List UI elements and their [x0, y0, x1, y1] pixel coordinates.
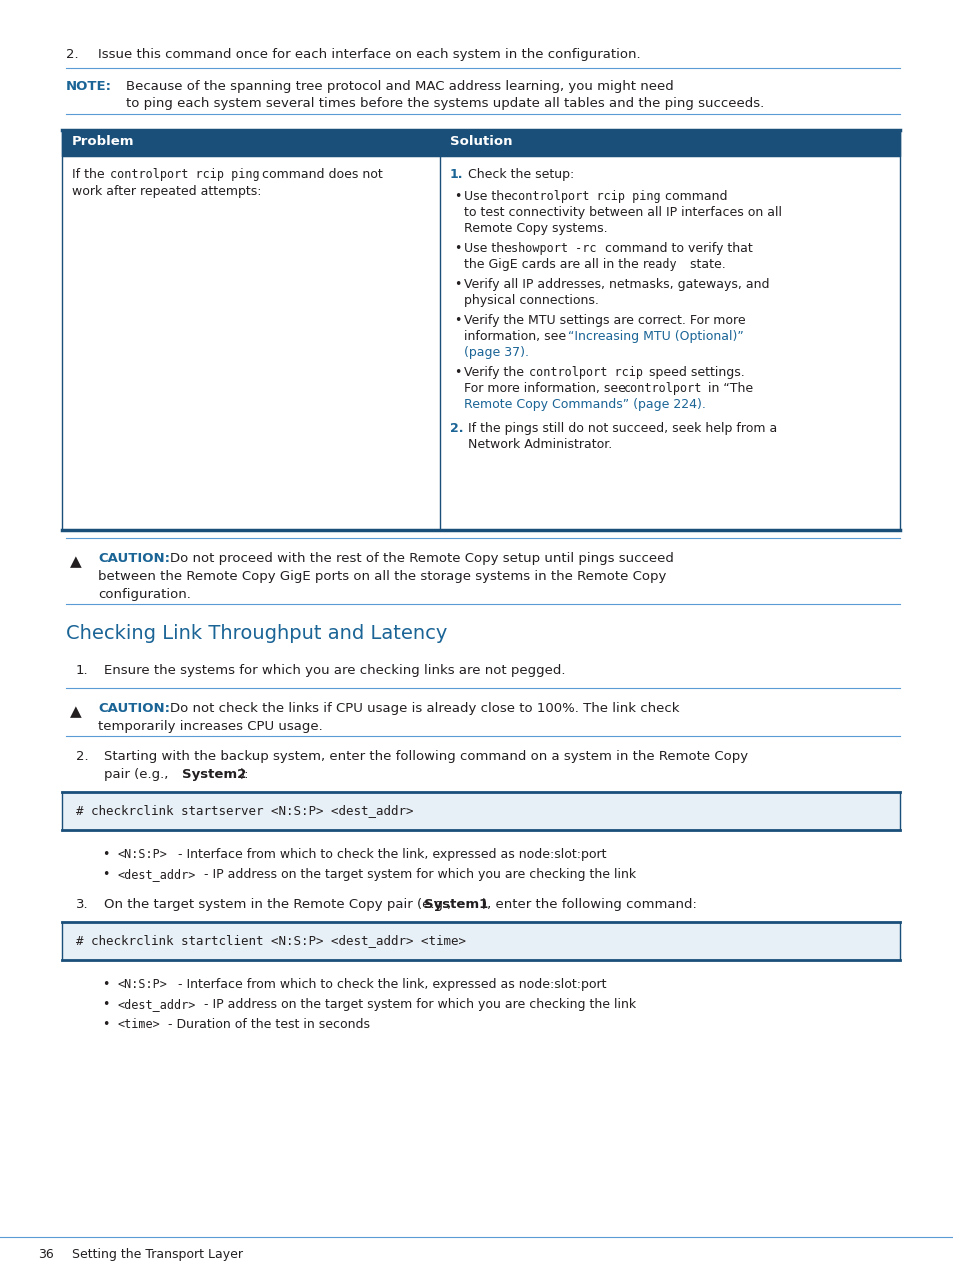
Text: Verify the: Verify the	[463, 366, 527, 379]
Text: NOTE:: NOTE:	[66, 80, 112, 93]
Text: Do not check the links if CPU usage is already close to 100%. The link check: Do not check the links if CPU usage is a…	[170, 702, 679, 716]
Text: (page 37).: (page 37).	[463, 346, 529, 358]
Text: configuration.: configuration.	[98, 588, 191, 601]
Text: # checkrclink startserver <N:S:P> <dest_addr>: # checkrclink startserver <N:S:P> <dest_…	[76, 805, 413, 817]
Text: Remote Copy systems.: Remote Copy systems.	[463, 222, 607, 235]
Text: controlport rcip: controlport rcip	[529, 366, 642, 379]
Text: 1.: 1.	[450, 168, 463, 180]
Text: the GigE cards are all in the: the GigE cards are all in the	[463, 258, 642, 271]
Text: System1: System1	[423, 899, 488, 911]
Text: pair (e.g.,: pair (e.g.,	[104, 768, 172, 780]
Text: 2.: 2.	[450, 422, 463, 435]
Text: - Duration of the test in seconds: - Duration of the test in seconds	[164, 1018, 370, 1031]
Text: # checkrclink startclient <N:S:P> <dest_addr> <time>: # checkrclink startclient <N:S:P> <dest_…	[76, 934, 465, 947]
Text: in “The: in “The	[703, 383, 752, 395]
Text: 2.: 2.	[76, 750, 89, 763]
Text: 36: 36	[38, 1248, 53, 1261]
Text: •: •	[102, 1018, 110, 1031]
Text: ▲: ▲	[70, 554, 82, 569]
Text: 2.: 2.	[66, 48, 78, 61]
Text: Use the: Use the	[463, 241, 516, 255]
Text: ), enter the following command:: ), enter the following command:	[481, 899, 696, 911]
Text: CAUTION:: CAUTION:	[98, 552, 170, 566]
Text: - Interface from which to check the link, expressed as node:slot:port: - Interface from which to check the link…	[173, 977, 606, 991]
Text: •: •	[102, 998, 110, 1010]
Text: •: •	[454, 278, 461, 291]
Text: <dest_addr>: <dest_addr>	[118, 998, 196, 1010]
Text: Problem: Problem	[71, 135, 134, 147]
Text: <dest_addr>: <dest_addr>	[118, 868, 196, 881]
Text: between the Remote Copy GigE ports on all the storage systems in the Remote Copy: between the Remote Copy GigE ports on al…	[98, 569, 666, 583]
Text: If the: If the	[71, 168, 109, 180]
Bar	[62, 921, 899, 960]
Text: Verify all IP addresses, netmasks, gateways, and: Verify all IP addresses, netmasks, gatew…	[463, 278, 769, 291]
Text: physical connections.: physical connections.	[463, 294, 598, 308]
Text: Solution: Solution	[450, 135, 512, 147]
Text: For more information, see: For more information, see	[463, 383, 629, 395]
Text: CAUTION:: CAUTION:	[98, 702, 170, 716]
Text: <N:S:P>: <N:S:P>	[118, 977, 168, 991]
Text: •: •	[102, 848, 110, 860]
Text: controlport rcip ping: controlport rcip ping	[511, 189, 659, 203]
Text: command to verify that: command to verify that	[600, 241, 752, 255]
Text: Checking Link Throughput and Latency: Checking Link Throughput and Latency	[66, 624, 447, 643]
Text: •: •	[454, 241, 461, 255]
Text: - IP address on the target system for which you are checking the link: - IP address on the target system for wh…	[200, 868, 636, 881]
Text: •: •	[102, 977, 110, 991]
Bar	[62, 130, 899, 156]
Text: - IP address on the target system for which you are checking the link: - IP address on the target system for wh…	[200, 998, 636, 1010]
Text: If the pings still do not succeed, seek help from a: If the pings still do not succeed, seek …	[468, 422, 777, 435]
Text: Ensure the systems for which you are checking links are not pegged.: Ensure the systems for which you are che…	[104, 663, 565, 677]
Text: showport -rc: showport -rc	[511, 241, 596, 255]
Text: “Increasing MTU (Optional)”: “Increasing MTU (Optional)”	[567, 330, 743, 343]
Text: controlport rcip ping: controlport rcip ping	[110, 168, 259, 180]
Text: Setting the Transport Layer: Setting the Transport Layer	[71, 1248, 243, 1261]
Text: Verify the MTU settings are correct. For more: Verify the MTU settings are correct. For…	[463, 314, 745, 327]
Text: Issue this command once for each interface on each system in the configuration.: Issue this command once for each interfa…	[98, 48, 640, 61]
Bar	[62, 792, 899, 830]
Text: command: command	[660, 189, 727, 203]
Text: <N:S:P>: <N:S:P>	[118, 848, 168, 860]
Text: 1.: 1.	[76, 663, 89, 677]
Text: •: •	[454, 314, 461, 327]
Text: information, see: information, see	[463, 330, 570, 343]
Text: Because of the spanning tree protocol and MAC address learning, you might need: Because of the spanning tree protocol an…	[126, 80, 673, 93]
Text: Do not proceed with the rest of the Remote Copy setup until pings succeed: Do not proceed with the rest of the Remo…	[170, 552, 673, 566]
Text: System2: System2	[182, 768, 246, 780]
Text: •: •	[454, 366, 461, 379]
Text: On the target system in the Remote Copy pair (e.g.,: On the target system in the Remote Copy …	[104, 899, 455, 911]
Text: to ping each system several times before the systems update all tables and the p: to ping each system several times before…	[126, 97, 763, 111]
Text: 3.: 3.	[76, 899, 89, 911]
Text: ▲: ▲	[70, 704, 82, 719]
Text: to test connectivity between all IP interfaces on all: to test connectivity between all IP inte…	[463, 206, 781, 219]
Text: - Interface from which to check the link, expressed as node:slot:port: - Interface from which to check the link…	[173, 848, 606, 860]
Text: Starting with the backup system, enter the following command on a system in the : Starting with the backup system, enter t…	[104, 750, 747, 763]
Text: Use the: Use the	[463, 189, 516, 203]
Text: •: •	[102, 868, 110, 881]
Text: Check the setup:: Check the setup:	[468, 168, 574, 180]
Text: state.: state.	[685, 258, 725, 271]
Text: command does not: command does not	[257, 168, 382, 180]
Text: <time>: <time>	[118, 1018, 161, 1031]
Text: Remote Copy Commands” (page 224).: Remote Copy Commands” (page 224).	[463, 398, 705, 411]
Text: Network Administrator.: Network Administrator.	[468, 438, 612, 451]
Text: ready: ready	[641, 258, 677, 271]
Text: •: •	[454, 189, 461, 203]
Text: controlport: controlport	[623, 383, 701, 395]
Text: ):: ):	[240, 768, 250, 780]
Text: work after repeated attempts:: work after repeated attempts:	[71, 186, 261, 198]
Text: speed settings.: speed settings.	[644, 366, 744, 379]
Text: temporarily increases CPU usage.: temporarily increases CPU usage.	[98, 719, 322, 733]
